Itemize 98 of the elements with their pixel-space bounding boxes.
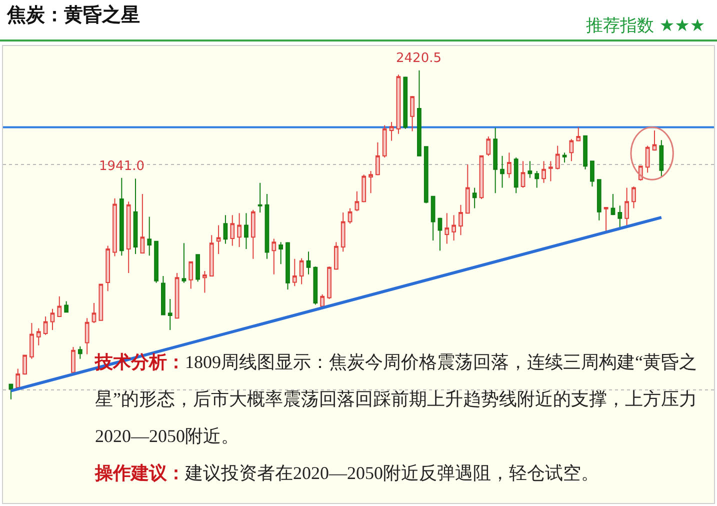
candlestick <box>161 275 166 316</box>
candlestick <box>430 196 436 241</box>
candlestick <box>438 217 442 252</box>
candlestick <box>555 145 560 170</box>
candlestick <box>479 155 484 200</box>
candlestick <box>202 270 207 294</box>
candlestick <box>154 240 158 284</box>
candlestick <box>244 212 248 250</box>
annotation: 2420.5 <box>396 51 442 66</box>
candlestick <box>590 160 594 187</box>
candlestick <box>230 214 235 246</box>
candlestick <box>382 124 387 158</box>
candlestick <box>596 179 602 221</box>
candlestick <box>8 384 14 400</box>
candlestick <box>188 261 194 290</box>
candlestick <box>182 242 186 284</box>
candlestick <box>209 234 214 276</box>
candlestick <box>417 70 422 156</box>
chart-title: 焦炭：黄昏之星 <box>6 4 140 26</box>
candlestick <box>458 204 463 236</box>
candlestick <box>286 242 290 290</box>
candlestick <box>472 187 477 209</box>
candlestick <box>71 346 76 373</box>
candlestick <box>514 157 518 194</box>
candlestick <box>306 251 311 275</box>
candlestick <box>299 258 304 285</box>
candlestick <box>618 205 622 230</box>
candlestick <box>78 346 82 360</box>
candlestick <box>506 152 512 178</box>
candlestick <box>278 242 284 265</box>
candlestick <box>520 160 526 188</box>
candlestick <box>264 194 270 260</box>
candlestick <box>340 212 346 252</box>
candlestick <box>174 272 180 319</box>
candlestick <box>645 145 650 174</box>
candlestick <box>98 284 104 321</box>
candlestick <box>424 146 428 204</box>
chart-subtitle: 推荐指数 ★★★ <box>586 16 706 36</box>
candlestick <box>376 142 380 176</box>
candlestick <box>50 308 55 330</box>
candlestick <box>223 214 228 244</box>
candlestick <box>16 368 20 390</box>
candlestick <box>403 76 408 130</box>
candlestick <box>569 138 574 162</box>
candlestick <box>534 170 540 188</box>
candlestick <box>64 300 69 313</box>
candlestick <box>583 135 588 170</box>
candlestick <box>112 198 117 257</box>
candlestick <box>542 160 546 184</box>
candlestick <box>396 74 401 134</box>
candlestick <box>258 182 262 213</box>
candlestick <box>389 122 394 142</box>
candlestick <box>36 328 41 346</box>
candlestick <box>348 208 352 224</box>
candlestick <box>140 194 145 254</box>
candlestick <box>632 186 636 209</box>
candlestick <box>562 152 567 163</box>
candlestick <box>624 187 630 228</box>
candlestick <box>250 209 256 260</box>
candlestick <box>528 160 532 178</box>
candlestick <box>362 174 366 203</box>
candlestick <box>292 258 297 287</box>
candlestick <box>168 298 172 330</box>
candlestick <box>354 190 360 212</box>
candlestick <box>410 96 414 132</box>
text: 操作建议：建议投资者在2020—2050附近反弹遇阻，轻仓试空。 <box>95 463 599 483</box>
candlestick <box>92 302 96 324</box>
candlestick <box>106 245 110 292</box>
candlestick <box>659 140 664 177</box>
candlestick <box>368 170 373 194</box>
candlestick <box>548 160 553 182</box>
candlestick <box>237 212 242 248</box>
candlestick <box>652 130 657 152</box>
candlestick <box>500 155 504 188</box>
candlestick <box>313 266 318 306</box>
candlestick <box>126 201 131 274</box>
candlestick <box>465 164 470 214</box>
candlestick <box>147 216 152 256</box>
annotation: 1941.0 <box>99 159 144 174</box>
candlestick <box>216 224 221 254</box>
candlestick <box>576 126 581 142</box>
candlestick <box>84 318 90 355</box>
candlestick <box>486 136 491 156</box>
candlestick <box>334 242 338 270</box>
candlestick <box>196 254 200 282</box>
candlestick <box>493 127 498 194</box>
candlestick <box>30 322 34 360</box>
candlestick <box>22 354 27 376</box>
candlestick <box>272 238 276 275</box>
candlestick <box>452 214 456 241</box>
candlestick <box>43 316 48 336</box>
candlestick <box>610 194 616 216</box>
candlestick <box>57 296 62 317</box>
candlestick <box>444 212 450 244</box>
candlestick <box>133 178 138 254</box>
candlestick <box>320 294 325 309</box>
candlestick <box>119 177 124 256</box>
candlestick <box>327 266 332 300</box>
